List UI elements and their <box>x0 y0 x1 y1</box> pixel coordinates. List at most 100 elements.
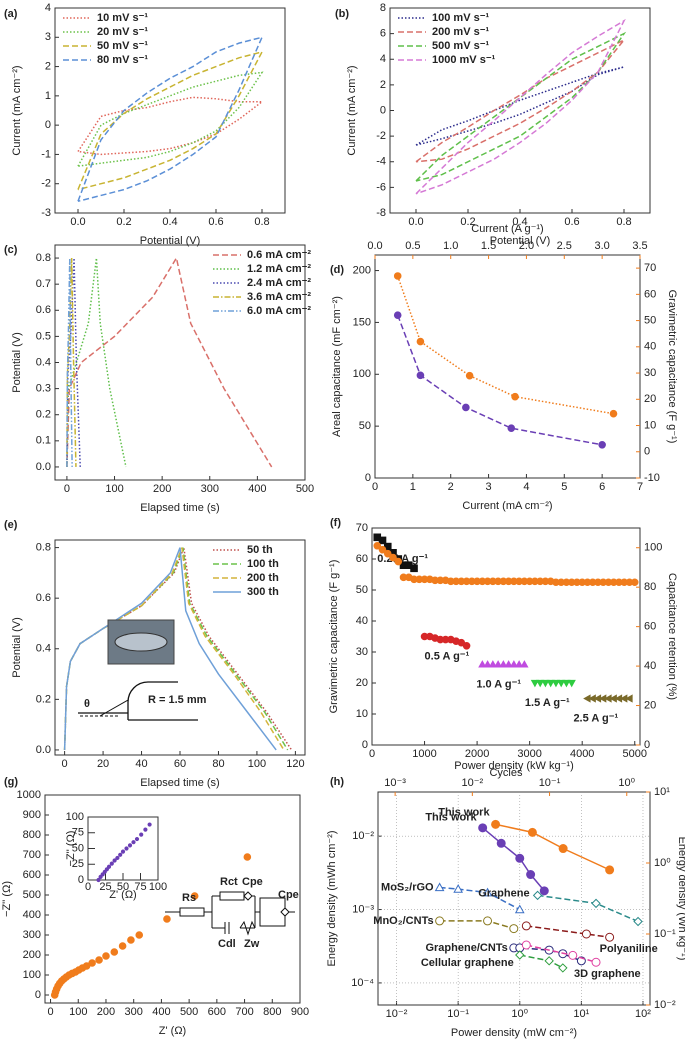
marker <box>100 872 105 877</box>
bend-angle-arm <box>99 699 129 717</box>
panel-label: (b) <box>335 8 349 20</box>
y2-tick-label: 10⁻² <box>654 999 676 1011</box>
y-tick-label: -2 <box>41 178 51 190</box>
x-tick-label: 0.0 <box>408 216 423 228</box>
circuit-label: Zw <box>244 938 260 950</box>
marker <box>536 679 545 688</box>
series-line <box>63 547 277 751</box>
x-tick-label: 100 <box>105 483 123 495</box>
legend-label: 20 mV s⁻¹ <box>97 26 148 38</box>
legend-label: 80 mV s⁻¹ <box>97 54 148 66</box>
x-tick-label: 10⁻¹ <box>447 1008 469 1020</box>
legend-label: 200 th <box>247 572 279 584</box>
x-tick-label: 10² <box>635 1008 651 1020</box>
series-label: MoS₂/rGO <box>381 881 434 893</box>
plot-frame <box>44 794 301 1004</box>
y-tick-label: 0 <box>45 119 51 131</box>
circuit-label: Rs <box>182 892 196 904</box>
legend-label: 50 mV s⁻¹ <box>97 40 148 52</box>
marker <box>526 870 536 880</box>
y-tick-label: 500 <box>23 889 41 901</box>
marker <box>102 952 110 960</box>
y-tick-label: 0.8 <box>36 541 51 553</box>
x-tick-label: 0 <box>369 748 375 760</box>
marker <box>511 392 519 401</box>
x2-tick-label: 3.0 <box>594 240 609 252</box>
x-tick-label: 800 <box>263 1006 281 1018</box>
bend-angle: θ <box>84 698 90 710</box>
series-line <box>77 96 265 156</box>
series-line <box>66 257 127 468</box>
marker <box>453 884 464 893</box>
series-line <box>66 256 273 468</box>
y-tick-label: 1 <box>45 90 51 102</box>
x-tick-label: 0 <box>47 1006 53 1018</box>
series-label: Polyaniline <box>600 943 658 955</box>
x-tick-label: 0 <box>372 481 378 493</box>
marker <box>541 679 550 688</box>
x2-tick-label: 3.5 <box>632 240 647 252</box>
y-tick-label: 50 <box>359 420 371 432</box>
y-tick-label: 0.4 <box>36 643 51 655</box>
x2-tick-label: 10⁻² <box>461 777 483 789</box>
marker <box>591 898 601 909</box>
marker <box>104 867 110 872</box>
marker <box>544 956 554 966</box>
x2-tick-label: 0.5 <box>405 240 420 252</box>
x-tick-label: 500 <box>296 483 314 495</box>
marker <box>127 936 135 944</box>
y2-axis-label: Energy density (Wh kg⁻¹) <box>676 837 685 961</box>
marker <box>118 942 127 950</box>
y-tick-label: 10⁻⁴ <box>351 977 374 989</box>
y-tick-label: 150 <box>353 316 371 328</box>
marker <box>509 924 519 934</box>
marker <box>465 371 474 380</box>
marker <box>394 557 403 566</box>
y-tick-label: 10⁻³ <box>352 903 374 915</box>
marker <box>102 869 107 874</box>
marker <box>488 660 498 668</box>
marker <box>478 823 488 833</box>
marker <box>605 865 615 875</box>
x-axis-label: Power density (mW cm⁻²) <box>451 1027 577 1039</box>
marker <box>134 836 140 842</box>
marker <box>558 963 568 973</box>
x-tick-label: 50 <box>117 881 129 893</box>
y2-tick-label: 70 <box>644 262 656 274</box>
y-tick-label: 100 <box>66 811 84 823</box>
panel-label: (d) <box>330 264 344 276</box>
marker <box>393 311 402 319</box>
x-tick-label: 1 <box>410 481 416 493</box>
y2-tick-label: 40 <box>644 341 656 353</box>
series-line <box>439 920 515 930</box>
legend-label: 0.6 mA cm⁻² <box>247 249 311 261</box>
y-tick-label: 70 <box>356 522 368 534</box>
marker <box>496 838 506 848</box>
marker <box>483 660 492 668</box>
marker <box>514 904 525 914</box>
x2-axis-label: Current (A g⁻¹) <box>471 223 543 235</box>
y-axis-label: Energy density (mWh cm⁻²) <box>326 831 338 967</box>
x-tick-label: 900 <box>291 1006 309 1018</box>
y-tick-label: 0 <box>365 472 371 484</box>
series-line <box>415 39 625 163</box>
x2-tick-label: 0.0 <box>367 240 382 252</box>
series-label: 0.5 A g⁻¹ <box>425 650 470 662</box>
x-tick-label: 600 <box>208 1006 226 1018</box>
x-axis-label: Cycles <box>489 767 523 779</box>
x2-tick-label: 1.0 <box>443 240 458 252</box>
series-line <box>495 823 610 871</box>
marker <box>520 660 529 668</box>
series-line <box>63 547 285 751</box>
series-label: Cellular graphene <box>421 957 514 969</box>
legend-label: 1.2 mA cm⁻² <box>247 263 311 275</box>
marker <box>499 660 508 668</box>
x-tick-label: 120 <box>286 758 304 770</box>
marker <box>514 660 524 668</box>
series-line <box>519 954 564 969</box>
y-tick-label: 0.0 <box>36 461 51 473</box>
x2-tick-label: 2.5 <box>557 240 572 252</box>
marker <box>434 882 445 892</box>
y-tick-label: 0 <box>35 989 41 1001</box>
series-label: Graphene/CNTs <box>425 942 507 954</box>
